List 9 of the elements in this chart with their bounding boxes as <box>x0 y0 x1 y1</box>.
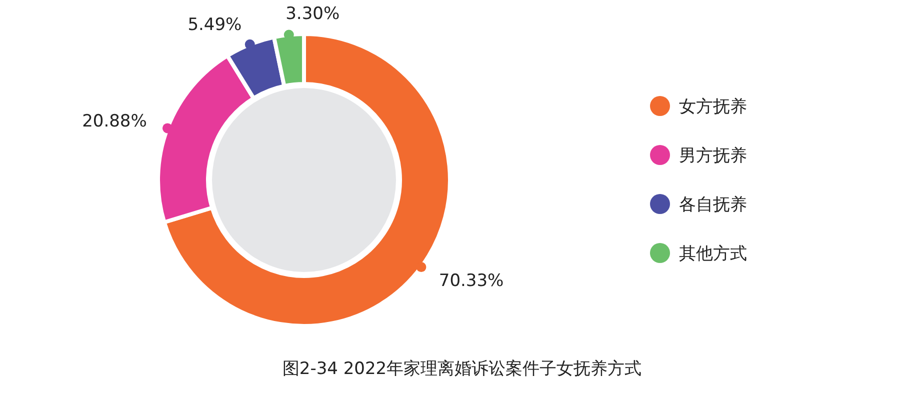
data-label: 70.33% <box>438 271 504 292</box>
legend-label: 男方抚养 <box>679 146 747 166</box>
legend-label: 其他方式 <box>679 244 747 264</box>
legend-label: 女方抚养 <box>679 97 747 117</box>
legend-label: 各自抚养 <box>679 195 747 215</box>
data-label: 20.88% <box>82 111 147 132</box>
text: 图2-34 2022年家理离婚诉讼案件子女抚养方式 <box>282 359 642 379</box>
data-label: 3.30% <box>286 4 340 24</box>
data-label: 5.49% <box>188 14 242 35</box>
